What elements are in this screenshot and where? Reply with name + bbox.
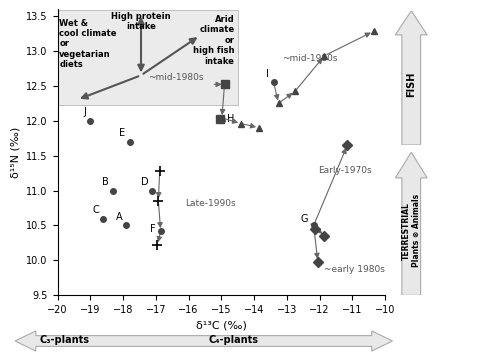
Text: ~early 1980s: ~early 1980s	[324, 265, 386, 274]
Text: Wet &
cool climate
or
vegetarian
diets: Wet & cool climate or vegetarian diets	[59, 19, 116, 69]
Text: Early-1970s: Early-1970s	[318, 166, 372, 175]
Text: I: I	[266, 69, 268, 79]
Text: ~mid-1980s: ~mid-1980s	[282, 54, 338, 63]
Text: C: C	[92, 205, 100, 215]
Text: D: D	[141, 177, 148, 187]
Polygon shape	[396, 152, 427, 295]
Text: FISH: FISH	[406, 72, 416, 97]
Y-axis label: δ¹⁵N (‰): δ¹⁵N (‰)	[10, 126, 20, 178]
Text: G: G	[300, 214, 308, 224]
Text: ~mid-1980s: ~mid-1980s	[148, 73, 203, 82]
Text: H: H	[227, 114, 234, 124]
Text: C₄-plants: C₄-plants	[209, 335, 259, 345]
Text: B: B	[102, 177, 109, 187]
Text: C₃-plants: C₃-plants	[39, 335, 89, 345]
Text: F: F	[150, 224, 156, 234]
Text: A: A	[116, 212, 122, 222]
Text: J: J	[84, 107, 86, 117]
FancyBboxPatch shape	[58, 10, 238, 105]
Text: TERRESTRIAL
Plants ⊗ Animals: TERRESTRIAL Plants ⊗ Animals	[402, 194, 421, 267]
X-axis label: δ¹³C (‰): δ¹³C (‰)	[196, 321, 246, 331]
Polygon shape	[396, 11, 427, 145]
Text: High protein
intake: High protein intake	[111, 12, 171, 31]
Polygon shape	[15, 331, 392, 351]
Text: E: E	[120, 128, 126, 138]
Text: Arid
climate
or
high fish
intake: Arid climate or high fish intake	[193, 15, 234, 66]
Text: Late-1990s: Late-1990s	[185, 199, 236, 208]
